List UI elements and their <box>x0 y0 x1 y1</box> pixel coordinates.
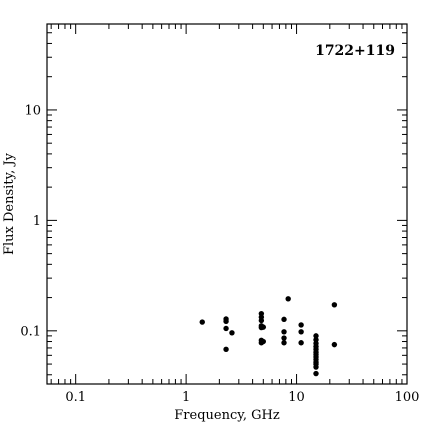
data-point <box>313 333 319 339</box>
x-tick-label: 0.1 <box>65 390 86 405</box>
y-axis-label: Flux Density, Jy <box>2 152 17 255</box>
data-point <box>223 346 229 353</box>
data-point <box>258 317 265 324</box>
x-tick-label: 10 <box>288 390 305 405</box>
data-point <box>298 329 304 335</box>
data-point <box>281 316 287 323</box>
data-point <box>229 330 235 336</box>
data-point <box>199 319 205 325</box>
plot-frame <box>46 23 408 385</box>
data-point <box>223 318 229 324</box>
data-points <box>199 296 338 377</box>
axis-tick-labels: 0.1 1 10 100 0.1 1 10 <box>20 103 419 405</box>
x-tick-label: 1 <box>182 390 190 405</box>
x-tick-label: 100 <box>395 390 420 405</box>
chart-title: 1722+119 <box>315 43 395 59</box>
axis-ticks <box>47 23 408 384</box>
data-point <box>281 335 287 341</box>
y-tick-label: 1 <box>33 214 41 229</box>
data-point <box>281 329 287 335</box>
y-tick-label: 10 <box>24 103 41 118</box>
data-point <box>331 341 338 348</box>
data-point <box>313 364 319 370</box>
data-point <box>285 296 291 302</box>
data-point <box>260 324 267 330</box>
data-point <box>260 338 267 345</box>
data-point <box>331 302 338 308</box>
data-point <box>281 340 287 346</box>
data-point <box>223 325 229 332</box>
data-point <box>298 340 304 346</box>
y-tick-label: 0.1 <box>20 324 41 339</box>
data-point <box>313 370 319 377</box>
data-point <box>298 322 304 328</box>
x-axis-label: Frequency, GHz <box>174 408 280 423</box>
